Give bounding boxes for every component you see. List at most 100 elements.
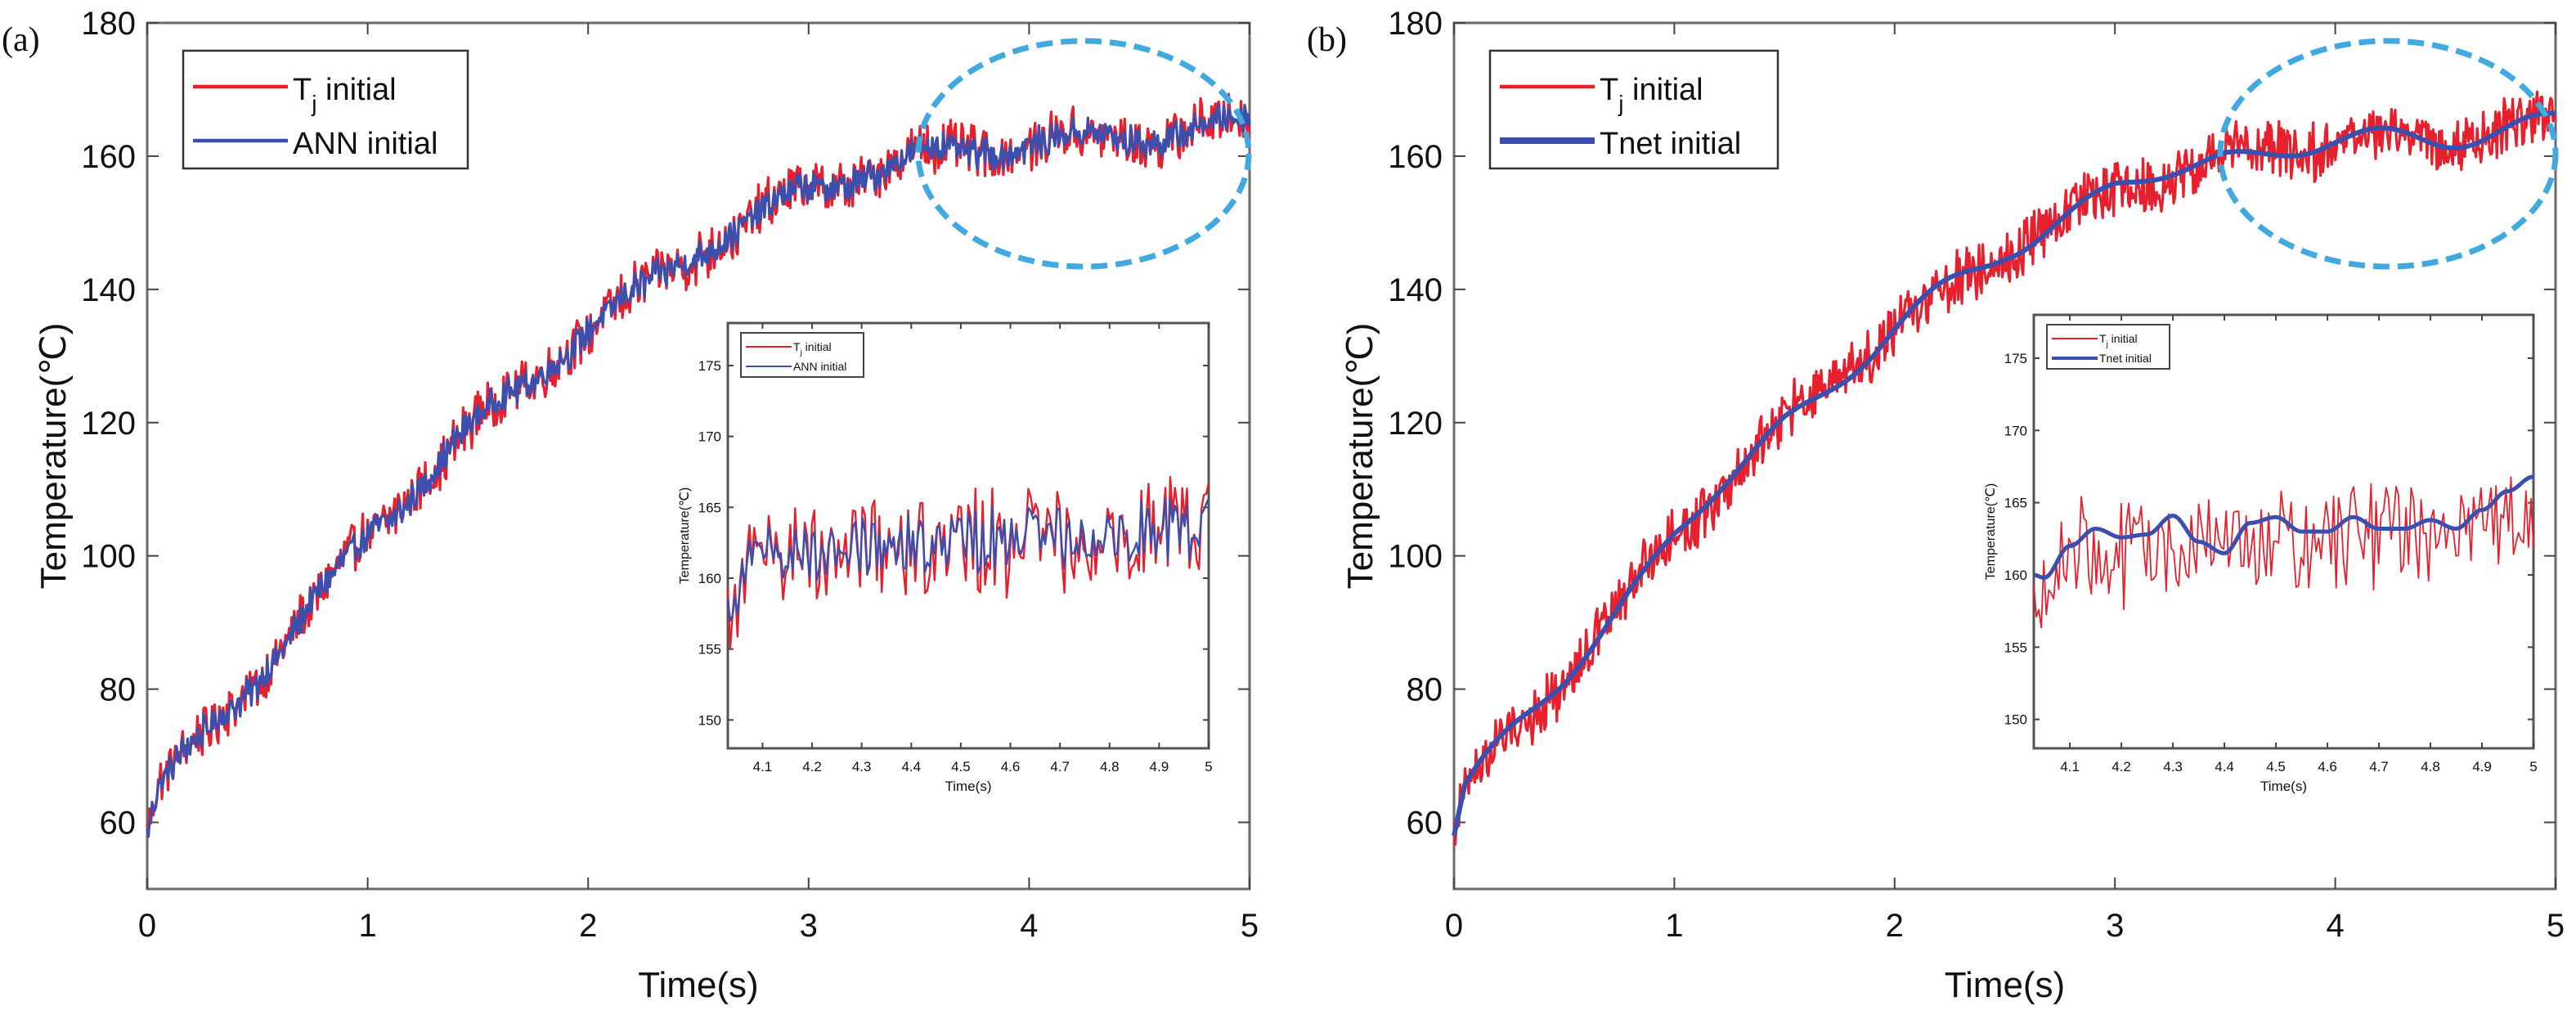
inset-x-tick-label: 4.4 <box>901 759 921 774</box>
inset-x-tick-label: 5 <box>2529 759 2537 774</box>
inset-y-tick-label: 160 <box>2004 568 2027 583</box>
y-tick-label: 160 <box>81 139 136 175</box>
panel-a: (a) 0 1 2 3 4 5 60 80 100 120 140 160 180 Time(s) Tempe… <box>2 6 1259 1005</box>
legend-label: ANN initial <box>293 127 438 161</box>
y-axis-label: Temperature(℃) <box>34 323 74 590</box>
highlight-ellipse <box>2217 38 2559 270</box>
y-tick-label: 100 <box>81 539 136 575</box>
y-tick-label: 140 <box>81 272 136 308</box>
legend-label-main: Tnet initial <box>1600 127 1741 161</box>
inset-legend-label-main: T <box>793 340 801 353</box>
inset-y-axis-label: Temperature(℃) <box>1984 483 1998 580</box>
inset-x-tick-label: 4.7 <box>2369 759 2389 774</box>
y-tick-label: 60 <box>1407 806 1443 842</box>
inset-x-tick-label: 4.2 <box>802 759 822 774</box>
x-tick-label: 2 <box>579 908 597 944</box>
legend-label: Tnet initial <box>1600 127 1741 161</box>
y-axis-label: Temperature(℃) <box>1340 323 1380 590</box>
inset-legend-label: ANN initial <box>793 360 846 373</box>
highlight-ellipse <box>915 38 1252 270</box>
inset-legend-label-main: ANN initial <box>793 360 846 373</box>
inset-frame <box>2032 313 2535 750</box>
inset-x-tick-label: 4.5 <box>951 759 971 774</box>
inset-y-tick-label: 175 <box>698 358 721 374</box>
inset-legend-label-suffix: initial <box>2108 332 2138 345</box>
inset-x-tick-label: 5 <box>1205 759 1212 774</box>
y-tick-label: 60 <box>100 806 137 842</box>
x-tick-label: 5 <box>2547 908 2565 944</box>
series-line-ann <box>146 103 1251 837</box>
x-axis-label: Time(s) <box>638 965 758 1005</box>
x-tick-label: 1 <box>1665 908 1683 944</box>
inset-legend-box <box>740 332 864 378</box>
legend-label-suffix: initial <box>1623 73 1703 107</box>
series-line-tj <box>1452 90 2557 846</box>
y-tick-label: 80 <box>100 672 137 708</box>
inset-y-tick-label: 170 <box>2004 423 2027 438</box>
legend-label-main: ANN initial <box>293 127 438 161</box>
inset-legend-label: Tj initial <box>793 340 832 357</box>
inset-x-tick-label: 4.6 <box>2318 759 2337 774</box>
inset: 4.1 4.2 4.3 4.4 4.5 4.6 4.7 4.8 4.9 5 150 155 160 165… <box>1984 313 2538 794</box>
x-tick-label: 1 <box>358 908 376 944</box>
legend-label-sub: j <box>311 91 316 116</box>
inset-x-tick-label: 4.1 <box>2060 759 2080 774</box>
y-tick-label: 180 <box>81 6 136 42</box>
x-tick-label: 4 <box>2326 908 2344 944</box>
inset-x-tick-label: 4.2 <box>2112 759 2131 774</box>
inset-x-tick-label: 4.9 <box>1150 759 1169 774</box>
inset-x-tick-label: 4.8 <box>2421 759 2440 774</box>
x-tick-label: 3 <box>800 908 818 944</box>
inset-y-tick-label: 175 <box>2004 351 2027 366</box>
inset-y-tick-label: 165 <box>2004 496 2027 511</box>
y-tick-label: 180 <box>1388 6 1443 42</box>
y-tick-label: 80 <box>1407 672 1443 708</box>
inset-legend-label-suffix: initial <box>802 340 832 353</box>
inset-legend-label: Tj initial <box>2099 332 2138 349</box>
panel-b: (b) 0 1 2 3 4 5 60 80 100 120 140 160 180 Time(s) Tempe… <box>1307 6 2565 1005</box>
inset-legend-label-main: T <box>2099 332 2107 345</box>
inset-y-tick-label: 155 <box>698 642 721 658</box>
inset-x-tick-label: 4.5 <box>2266 759 2286 774</box>
inset-y-tick-label: 150 <box>698 712 721 728</box>
inset-x-tick-label: 4.9 <box>2472 759 2492 774</box>
inset-x-tick-label: 4.4 <box>2215 759 2234 774</box>
legend-label-sub: j <box>1618 91 1623 116</box>
x-axis-label: Time(s) <box>1945 965 2065 1005</box>
inset-x-tick-label: 4.3 <box>2163 759 2183 774</box>
series-line-tnet <box>1452 110 2557 837</box>
inset-x-axis-label: Time(s) <box>945 779 992 794</box>
x-tick-label: 2 <box>1886 908 1904 944</box>
legend-box <box>182 49 469 170</box>
x-tick-label: 5 <box>1241 908 1259 944</box>
y-tick-label: 120 <box>1388 406 1443 442</box>
legend-label-suffix: initial <box>316 73 396 107</box>
legend-label: Tj initial <box>1600 73 1703 116</box>
inset-x-tick-label: 4.8 <box>1100 759 1120 774</box>
y-tick-label: 100 <box>1388 539 1443 575</box>
inset: 4.1 4.2 4.3 4.4 4.5 4.6 4.7 4.8 4.9 5 150 155 160 165… <box>678 321 1213 794</box>
inset-x-axis-label: Time(s) <box>2260 779 2307 794</box>
x-tick-label: 0 <box>138 908 156 944</box>
legend-label-main: T <box>1600 73 1618 107</box>
inset-legend-label-main: Tnet initial <box>2099 352 2152 365</box>
legend-label: Tj initial <box>293 73 397 116</box>
inset-y-tick-label: 150 <box>2004 712 2027 728</box>
inset-x-tick-label: 4.7 <box>1050 759 1070 774</box>
inset-y-tick-label: 160 <box>698 571 721 586</box>
inset-y-axis-label: Temperature(℃) <box>678 487 692 584</box>
inset-y-tick-label: 155 <box>2004 640 2027 655</box>
y-tick-label: 140 <box>1388 272 1443 308</box>
y-tick-label: 160 <box>1388 139 1443 175</box>
x-tick-label: 3 <box>2106 908 2124 944</box>
x-tick-label: 4 <box>1020 908 1038 944</box>
x-tick-label: 0 <box>1445 908 1463 944</box>
panel-label: (a) <box>2 21 40 59</box>
legend-label-main: T <box>293 73 312 107</box>
inset-series-line-ann <box>726 497 1210 622</box>
inset-legend-label: Tnet initial <box>2099 352 2152 365</box>
inset-series-line-tnet <box>2033 474 2534 580</box>
inset-legend-label-sub: j <box>2106 340 2108 349</box>
inset-x-tick-label: 4.6 <box>1001 759 1021 774</box>
